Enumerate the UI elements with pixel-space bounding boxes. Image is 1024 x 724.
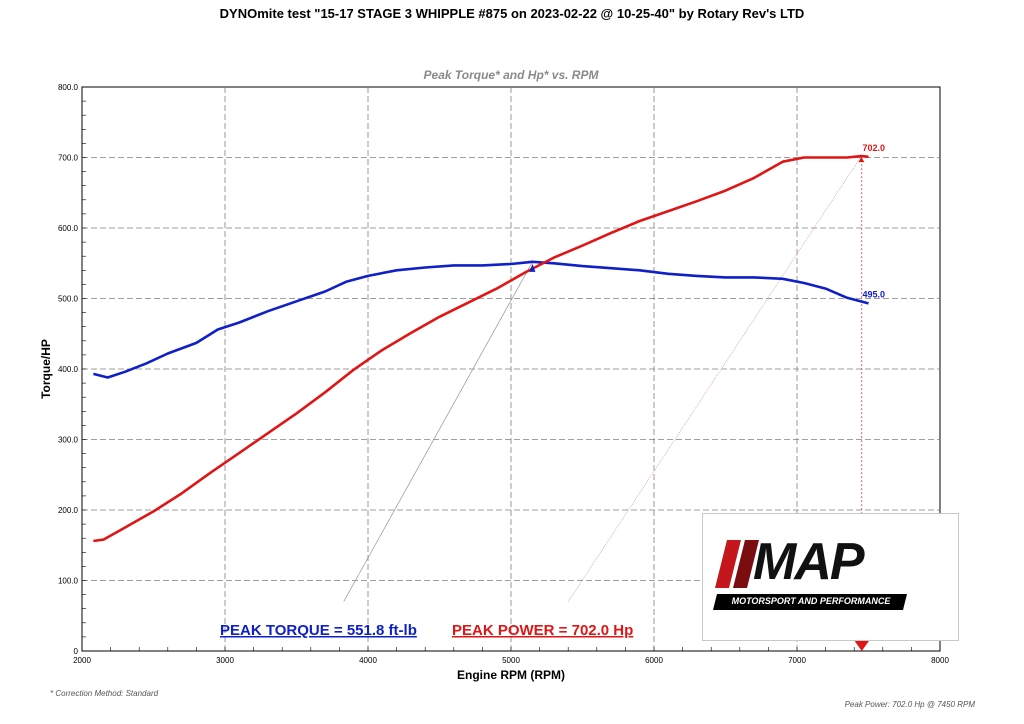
x-tick-label: 5000	[502, 656, 520, 665]
correction-footnote: * Correction Method: Standard	[50, 689, 159, 698]
power-guide-line	[567, 155, 862, 602]
y-tick-label: 600.0	[58, 224, 79, 233]
logo-tagline: MOTORSPORT AND PERFORMANCE	[731, 596, 891, 606]
chart-subtitle: Peak Torque* and Hp* vs. RPM	[424, 68, 600, 82]
peak-torque-label: PEAK TORQUE = 551.8 ft-lb	[220, 622, 417, 639]
torque-series-line	[93, 260, 869, 379]
y-axis-label: Torque/HP	[39, 339, 53, 399]
y-tick-label: 200.0	[58, 506, 79, 515]
power-series-line	[93, 154, 869, 543]
x-axis-label: Engine RPM (RPM)	[457, 668, 565, 682]
power-peak-marker	[858, 157, 865, 163]
x-tick-label: 3000	[216, 656, 234, 665]
peak-power-label: PEAK POWER = 702.0 Hp	[452, 622, 633, 639]
chart-title-main: DYNOmite test "15-17 STAGE 3 WHIPPLE #87…	[219, 6, 805, 21]
y-tick-label: 700.0	[58, 154, 79, 163]
logo-wordmark: MAP	[753, 533, 865, 591]
map-logo: MAP MOTORSPORT AND PERFORMANCE	[702, 513, 959, 641]
x-tick-label: 2000	[73, 656, 91, 665]
power-end-label: 702.0	[863, 143, 886, 153]
x-tick-label: 6000	[645, 656, 663, 665]
torque-guide-line	[343, 261, 533, 602]
y-tick-label: 300.0	[58, 436, 79, 445]
y-tick-label: 400.0	[58, 365, 79, 374]
torque-peak-marker	[529, 263, 536, 272]
x-tick-label: 7000	[788, 656, 806, 665]
y-tick-label: 800.0	[58, 83, 79, 92]
peak-power-footnote: Peak Power: 702.0 Hp @ 7450 RPM	[844, 700, 975, 709]
y-tick-label: 100.0	[58, 577, 79, 586]
y-tick-label: 500.0	[58, 295, 79, 304]
y-tick-label: 0	[74, 647, 79, 656]
x-tick-label: 8000	[931, 656, 949, 665]
x-tick-label: 4000	[359, 656, 377, 665]
torque-end-label: 495.0	[863, 289, 886, 299]
